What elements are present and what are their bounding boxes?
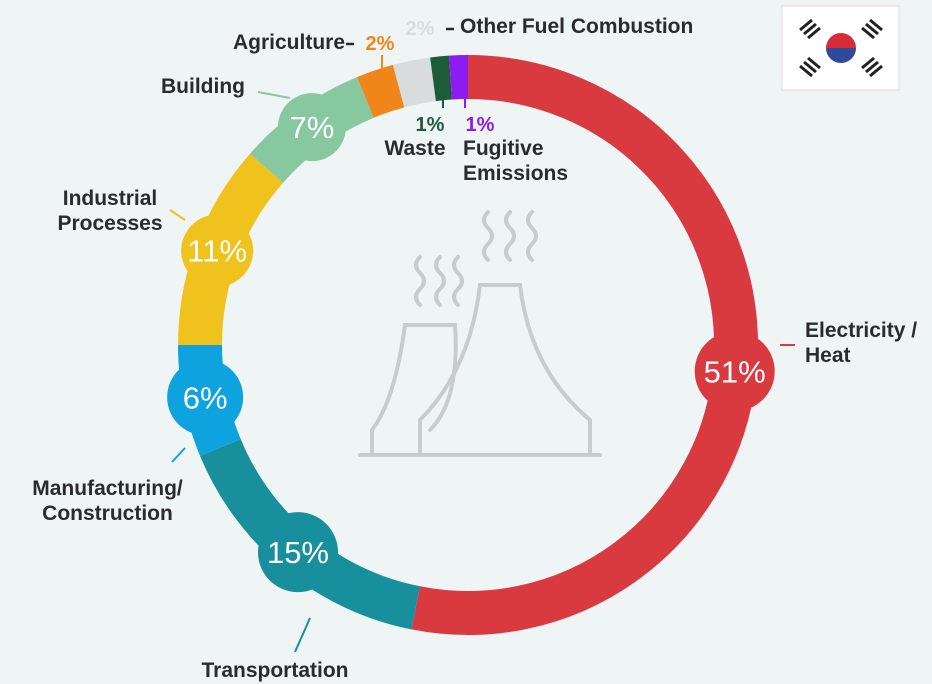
value-label: 51% <box>704 354 766 389</box>
value-label: 7% <box>289 110 334 145</box>
value-label: 2% <box>366 33 395 55</box>
category-label: Agriculture <box>180 30 345 55</box>
value-label: 2% <box>406 18 435 40</box>
flag <box>782 6 899 90</box>
value-label: 11% <box>187 234 247 269</box>
donut-segment <box>399 79 433 86</box>
donut-segment <box>450 77 468 78</box>
value-label: 6% <box>183 380 228 415</box>
category-label: Industrial Processes <box>45 186 175 236</box>
category-label: Waste <box>375 136 455 161</box>
category-label: Building <box>130 74 245 99</box>
category-label: Fugitive Emissions <box>463 136 583 186</box>
power-plant-icon <box>360 212 600 455</box>
value-label: 15% <box>267 535 329 570</box>
donut-segment <box>365 86 398 97</box>
value-label: 1% <box>416 114 445 136</box>
donut-segment <box>433 78 450 80</box>
category-label: Electricity / Heat <box>805 318 925 368</box>
leader-line <box>258 92 290 98</box>
leader-line <box>295 618 310 652</box>
chart: 51% 15% 6% 11% 7% 2% 2% 1% 1% <box>0 0 932 684</box>
value-label: 1% <box>466 114 495 136</box>
category-label: Other Fuel Combustion <box>460 14 760 39</box>
leader-line <box>172 448 185 462</box>
category-label: Transportation <box>175 658 375 683</box>
page: {"chart_data": {"type": "donut", "catego… <box>0 0 932 684</box>
category-label: Manufacturing/ Construction <box>15 476 200 526</box>
